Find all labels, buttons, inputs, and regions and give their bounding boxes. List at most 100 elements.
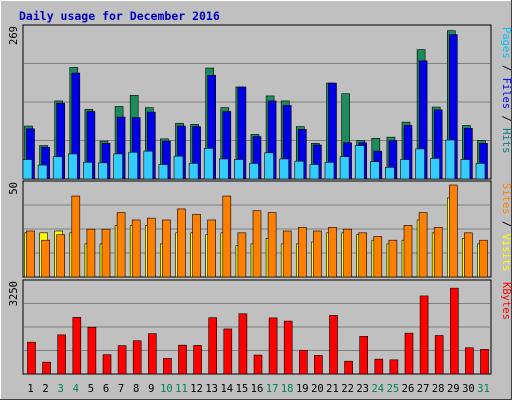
day-label-25: 25 (387, 383, 400, 395)
day-label-21: 21 (326, 383, 339, 395)
day-label-4: 4 (73, 383, 79, 395)
bar-pages-day-25 (385, 166, 395, 180)
bar-sites-day-5 (86, 228, 96, 278)
bar-kbytes-day-25 (389, 359, 399, 375)
day-label-6: 6 (103, 383, 109, 395)
bar-pages-day-19 (294, 160, 305, 180)
bar-pages-day-3 (52, 156, 63, 180)
bar-pages-day-15 (234, 159, 244, 180)
day-label-13: 13 (205, 383, 218, 395)
day-label-18: 18 (281, 383, 294, 395)
day-label-24: 24 (371, 383, 384, 395)
day-label-11: 11 (175, 383, 188, 395)
bar-sites-day-17 (267, 212, 277, 278)
bar-pages-day-11 (173, 155, 184, 180)
day-label-9: 9 (148, 383, 154, 395)
day-label-14: 14 (220, 383, 233, 395)
bar-kbytes-day-7 (117, 345, 127, 375)
day-label-10: 10 (160, 383, 173, 395)
day-label-26: 26 (402, 383, 415, 395)
bar-sites-day-26 (403, 225, 413, 278)
bar-kbytes-day-4 (72, 317, 82, 375)
bar-sites-day-8 (131, 219, 141, 278)
bar-sites-day-29 (448, 184, 458, 278)
bar-pages-day-14 (219, 158, 229, 180)
bar-kbytes-day-9 (148, 333, 157, 375)
day-label-15: 15 (236, 383, 249, 395)
bar-kbytes-day-29 (449, 287, 459, 375)
bar-kbytes-day-26 (404, 332, 414, 375)
bar-kbytes-day-8 (132, 340, 142, 375)
day-label-5: 5 (88, 383, 94, 395)
bar-kbytes-day-10 (163, 358, 172, 375)
day-label-30: 30 (462, 383, 475, 395)
bar-pages-day-18 (279, 158, 290, 180)
bar-sites-day-14 (222, 195, 232, 278)
bar-sites-day-27 (418, 212, 428, 278)
bar-pages-day-27 (415, 148, 425, 180)
bar-pages-day-30 (460, 159, 471, 180)
bar-pages-day-31 (475, 163, 486, 180)
bar-pages-day-4 (68, 153, 78, 180)
bar-sites-day-3 (56, 234, 66, 278)
day-label-16: 16 (251, 383, 264, 395)
bar-kbytes-day-12 (193, 345, 202, 375)
bar-pages-day-20 (309, 164, 320, 180)
bar-kbytes-day-31 (480, 349, 489, 375)
bar-pages-day-5 (83, 161, 93, 180)
day-label-29: 29 (447, 383, 460, 395)
bar-pages-day-22 (339, 156, 350, 180)
bar-kbytes-day-13 (208, 317, 217, 375)
y-max-label: 50 (8, 182, 20, 195)
bar-pages-day-24 (369, 161, 380, 180)
bar-sites-day-21 (328, 227, 337, 278)
bar-pages-day-10 (158, 164, 169, 180)
bar-pages-day-28 (430, 158, 441, 180)
chart-panel-3: 3250 KBytes (8, 279, 512, 375)
bar-sites-day-28 (433, 227, 443, 278)
bar-pages-day-6 (98, 162, 108, 180)
bar-kbytes-day-15 (238, 313, 248, 375)
series-legend: KBytes (500, 282, 512, 320)
bar-kbytes-day-3 (57, 334, 67, 375)
bar-kbytes-day-2 (42, 361, 51, 375)
bar-sites-day-9 (147, 217, 156, 278)
bar-pages-day-26 (400, 159, 410, 180)
day-label-2: 2 (42, 383, 48, 395)
bar-pages-day-12 (188, 163, 199, 180)
bar-pages-day-13 (203, 148, 214, 180)
bar-kbytes-day-5 (87, 326, 97, 375)
day-label-17: 17 (266, 383, 279, 395)
bar-sites-day-2 (41, 239, 50, 278)
bar-sites-day-31 (479, 239, 488, 278)
bar-kbytes-day-17 (268, 317, 278, 375)
day-label-23: 23 (356, 383, 369, 395)
bar-sites-day-7 (116, 212, 126, 278)
day-axis-labels: 1 2 3 4 5 6 7 8 9 10 11 12 13 14 15 16 17 18 19 20 21 22 23 24 2… (27, 383, 489, 395)
bar-pages-day-8 (128, 151, 138, 180)
bar-sites-day-13 (207, 219, 216, 278)
y-max-label: 3250 (8, 281, 20, 306)
day-label-8: 8 (133, 383, 139, 395)
bar-pages-day-9 (143, 150, 154, 180)
bar-sites-day-11 (177, 208, 186, 278)
day-label-12: 12 (190, 383, 203, 395)
bar-pages-day-2 (37, 164, 48, 180)
day-label-31: 31 (477, 383, 490, 395)
bar-sites-day-30 (464, 232, 473, 278)
bar-kbytes-day-28 (434, 335, 444, 375)
bar-kbytes-day-24 (374, 358, 384, 375)
bar-kbytes-day-30 (465, 347, 474, 375)
bar-sites-day-12 (192, 214, 201, 278)
series-legend: Sites / Visits (500, 183, 512, 272)
day-label-20: 20 (311, 383, 324, 395)
bar-sites-day-25 (388, 239, 398, 278)
bar-pages-day-7 (113, 153, 123, 180)
bar-pages-day-23 (354, 145, 365, 180)
bar-kbytes-day-20 (314, 355, 323, 375)
bar-sites-day-4 (71, 195, 81, 278)
bar-sites-day-23 (358, 232, 368, 278)
bar-sites-day-18 (282, 230, 292, 278)
bar-kbytes-day-11 (178, 344, 187, 375)
